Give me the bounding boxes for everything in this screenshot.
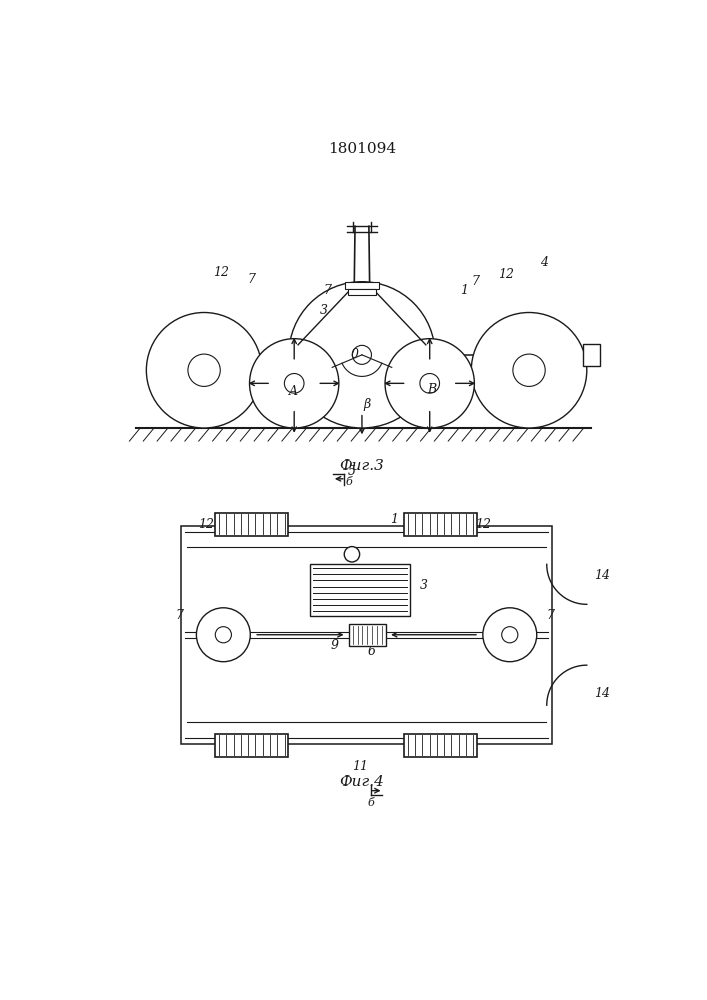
- Bar: [181, 526, 552, 744]
- Text: 1: 1: [460, 284, 468, 297]
- Circle shape: [197, 608, 250, 662]
- Text: 7: 7: [323, 284, 332, 297]
- Circle shape: [250, 339, 339, 428]
- Circle shape: [483, 608, 537, 662]
- Text: 4: 4: [540, 256, 549, 269]
- Bar: [349, 624, 386, 646]
- Text: 9: 9: [331, 639, 339, 652]
- Bar: [583, 344, 600, 366]
- Text: 7: 7: [471, 275, 479, 288]
- Text: 14: 14: [594, 687, 610, 700]
- Circle shape: [288, 282, 435, 428]
- Text: Фиг.4: Фиг.4: [339, 775, 385, 789]
- Text: 3: 3: [320, 304, 327, 317]
- Text: б: б: [346, 477, 352, 487]
- Text: 6: 6: [367, 645, 375, 658]
- Text: 3: 3: [419, 579, 428, 592]
- Text: 1801094: 1801094: [328, 142, 396, 156]
- Text: 7: 7: [547, 609, 554, 622]
- Text: 2: 2: [406, 513, 414, 526]
- Bar: [348, 289, 376, 295]
- Bar: [215, 734, 288, 757]
- Circle shape: [344, 547, 360, 562]
- Text: B: B: [427, 383, 436, 396]
- Text: 0: 0: [350, 348, 358, 361]
- Circle shape: [146, 312, 262, 428]
- Text: β: β: [363, 398, 371, 411]
- Text: 5: 5: [348, 465, 356, 478]
- Text: 12: 12: [198, 518, 214, 531]
- Bar: [404, 513, 477, 536]
- Text: 14: 14: [594, 569, 610, 582]
- Text: A: A: [289, 385, 298, 398]
- Circle shape: [472, 312, 587, 428]
- Circle shape: [385, 339, 474, 428]
- Text: 12: 12: [213, 266, 229, 279]
- Bar: [215, 513, 288, 536]
- Text: Фиг.3: Фиг.3: [339, 460, 385, 474]
- Text: б: б: [368, 798, 375, 808]
- Text: 12: 12: [498, 267, 514, 280]
- Text: 12: 12: [475, 518, 491, 531]
- Text: 7: 7: [175, 609, 183, 622]
- Text: 1: 1: [390, 513, 398, 526]
- Bar: [404, 734, 477, 757]
- Bar: [310, 564, 409, 616]
- Bar: [345, 282, 379, 289]
- Text: 7: 7: [248, 273, 256, 286]
- Text: 11: 11: [351, 760, 368, 773]
